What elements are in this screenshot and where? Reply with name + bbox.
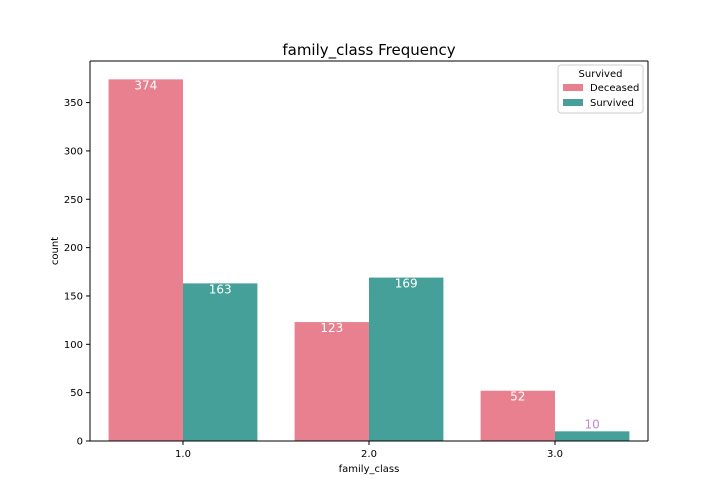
legend-label-survived: Survived	[590, 98, 634, 109]
bar-survived	[369, 277, 444, 441]
bar-deceased	[294, 322, 369, 441]
legend-swatch-deceased	[563, 84, 583, 91]
y-tick-label: 300	[64, 146, 83, 157]
bar-value-label: 10	[585, 417, 600, 431]
y-tick-label: 0	[77, 437, 83, 448]
bar-deceased	[108, 79, 183, 442]
y-axis-label: count	[50, 237, 61, 265]
legend: Survived Deceased Survived	[557, 64, 644, 114]
y-tick-label: 100	[64, 340, 83, 351]
legend-title: Survived	[579, 69, 623, 80]
bar-value-label: 374	[134, 78, 157, 92]
y-tick-label: 250	[64, 195, 83, 206]
x-tick-label: 3.0	[547, 449, 563, 460]
y-tick-label: 350	[64, 98, 83, 109]
legend-label-deceased: Deceased	[590, 83, 639, 94]
bar-value-label: 163	[209, 282, 232, 296]
bar-survived	[183, 283, 258, 441]
x-axis-label: family_class	[339, 464, 400, 475]
x-tick-label: 2.0	[361, 449, 377, 460]
bar-value-label: 52	[510, 390, 525, 404]
bar-survived	[555, 431, 630, 441]
y-tick-label: 200	[64, 243, 83, 254]
bar-deceased	[480, 390, 555, 441]
x-tick-label: 1.0	[175, 449, 191, 460]
legend-swatch-survived	[563, 99, 583, 106]
y-tick-label: 50	[70, 388, 83, 399]
y-tick-label: 150	[64, 291, 83, 302]
bar-value-label: 123	[320, 321, 343, 335]
bar-value-label: 169	[395, 277, 418, 291]
chart-title: family_class Frequency	[282, 41, 455, 60]
